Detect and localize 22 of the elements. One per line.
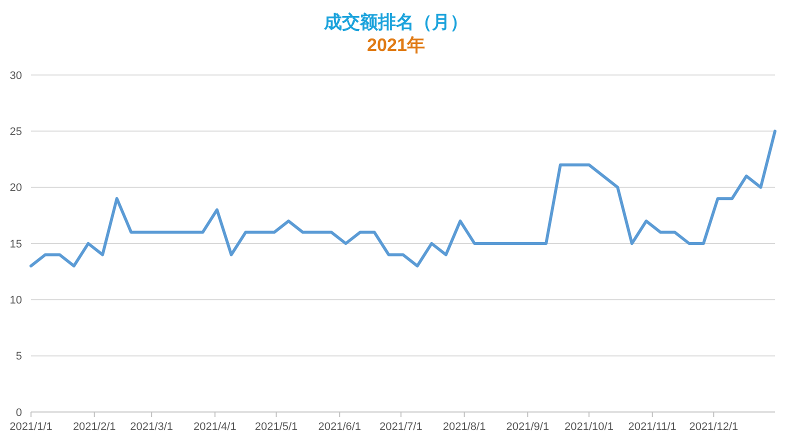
x-tick-label: 2021/6/1 [318,421,362,433]
y-tick-label: 20 [10,182,22,194]
x-tick-label: 2021/8/1 [442,421,486,433]
x-tick-label: 2021/5/1 [254,421,298,433]
x-tick-label: 2021/9/1 [506,421,550,433]
y-tick-label: 5 [16,350,22,363]
x-tick-label: 2021/7/1 [380,421,422,433]
y-tick-label: 0 [16,406,22,419]
x-tick-label: 2021/1/1 [10,421,52,433]
y-tick-label: 25 [10,126,22,138]
chart-title: 成交额排名（月） [323,12,468,32]
x-tick-label: 2021/11/1 [628,421,676,433]
y-tick-label: 30 [10,70,22,82]
x-tick-label: 2021/10/1 [564,421,614,433]
chart-subtitle: 2021年 [366,35,426,55]
x-tick-label: 2021/12/1 [689,421,738,433]
line-series [30,130,776,268]
x-tick-label: 2021/3/1 [130,421,174,433]
x-tick-label: 2021/4/1 [194,421,236,433]
y-tick-label: 10 [10,294,22,307]
y-tick-label: 15 [10,238,22,250]
x-tick-label: 2021/2/1 [72,421,116,433]
